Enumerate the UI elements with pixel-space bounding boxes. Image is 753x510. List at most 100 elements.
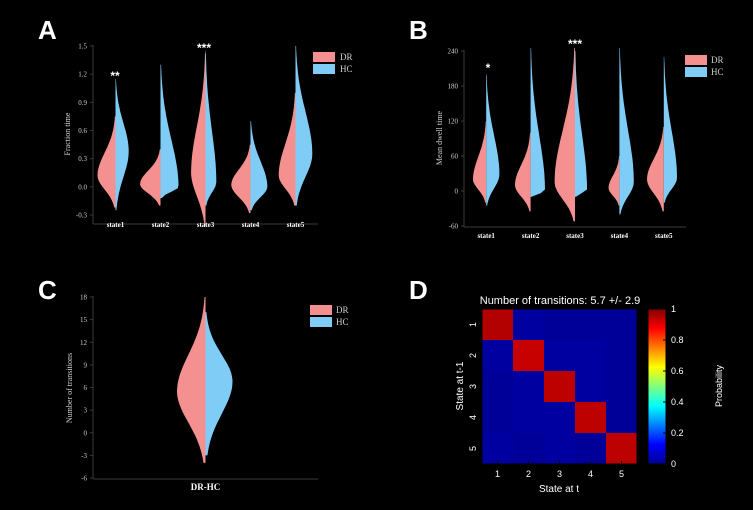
panelB-ytick-label: 180: [448, 83, 459, 91]
heatmap-ytick-label: 1: [468, 322, 478, 327]
violin-hc-state3: [575, 51, 587, 197]
heatmap-cell-r4-c2: [513, 402, 545, 434]
panelB-xtick-label: state2: [522, 232, 540, 240]
heatmap-cell-r2-c1: [482, 340, 514, 372]
heatmap-xtick-label: 2: [526, 469, 531, 479]
violin-dr-state3: [191, 53, 206, 227]
violin-dr-state3: [554, 48, 575, 222]
heatmap-cell-r4-c4: [575, 402, 607, 434]
violin-hc-state4: [619, 48, 634, 215]
panelB-ytick-label: 240: [448, 48, 459, 56]
panel-d-ylabel: State at t-1: [455, 361, 466, 410]
panelA-significance-marker: ***: [197, 41, 211, 55]
panel-d-xlabel: State at t: [539, 484, 579, 495]
panel-c-legend-dr-label: DR: [336, 305, 349, 315]
violin-hc-state3: [205, 50, 217, 206]
panelA-ytick-label: 0.6: [78, 127, 87, 135]
heatmap-cell-r4-c3: [544, 402, 576, 434]
panelC-ytick-label: 0: [84, 429, 88, 437]
heatmap-cell-r4-c5: [606, 402, 638, 434]
panel-d-heatmap: Number of transitions: 5.7 +/- 2.9 1 2 3 4 5…: [455, 295, 724, 495]
panel-b-legend-hc-swatch: [685, 67, 707, 77]
heatmap-ytick-label: 2: [468, 353, 478, 358]
violin-dr-state2: [515, 132, 531, 212]
panel-a-legend-dr-swatch: [313, 52, 335, 62]
violin-hc-dr-hc: [205, 312, 233, 456]
heatmap-cell-r1-c5: [606, 309, 638, 341]
heatmap-cell-r4-c1: [482, 402, 514, 434]
panelB-xtick-label: state3: [566, 232, 584, 240]
panelC-xtick-label: DR-HC: [191, 482, 221, 492]
panel-label-c: C: [38, 275, 57, 305]
heatmap-cell-r5-c5: [606, 433, 638, 465]
panelB-xtick-label: state4: [611, 232, 629, 240]
panel-label-d: D: [409, 275, 428, 305]
panel-d-colorbar: [647, 308, 667, 465]
panelC-ytick-label: 15: [80, 316, 88, 324]
heatmap-cell-r2-c4: [575, 340, 607, 372]
violin-dr-state5: [278, 92, 296, 206]
panelA-ytick-label: 1.2: [78, 71, 87, 79]
violin-dr-dr-hc: [177, 297, 206, 463]
panel-c-ylabel: Number of transitions: [65, 353, 74, 423]
panelB-ytick-label: 60: [451, 153, 459, 161]
heatmap-cell-r3-c4: [575, 371, 607, 403]
panel-a-legend-hc-swatch: [313, 64, 335, 74]
heatmap-cell-r3-c2: [513, 371, 545, 403]
violin-dr-state4: [608, 156, 620, 206]
panel-a-ylabel: Fraction time: [63, 112, 72, 155]
heatmap-cell-r3-c3: [544, 371, 576, 403]
panel-c-violin-chart: Number of transitions 18 15 12 9 6 3 0 -3 -6 DR-…: [65, 294, 349, 493]
heatmap-ytick-label: 3: [468, 384, 478, 389]
colorbar-tick-label: 0.6: [671, 366, 684, 376]
heatmap-cell-r5-c1: [482, 433, 514, 465]
violin-dr-state4: [231, 144, 251, 214]
panel-label-b: B: [409, 15, 428, 45]
panelA-ytick-label: 0.0: [78, 183, 87, 191]
panelA-xtick-label: state2: [152, 221, 170, 229]
panelB-ytick-label: 0: [455, 188, 459, 196]
panelB-significance-marker: *: [486, 61, 491, 75]
violin-dr-state2: [140, 149, 161, 206]
panelC-ytick-label: -3: [81, 452, 87, 460]
panelA-ytick-label: -0.3: [76, 212, 88, 220]
heatmap-cell-r5-c2: [513, 433, 545, 465]
panelA-xtick-label: state5: [287, 221, 305, 229]
panel-c-legend-hc-swatch: [310, 317, 332, 327]
violin-hc-state1: [486, 74, 500, 206]
panelC-ytick-label: 18: [80, 294, 88, 302]
panel-a-violin-chart: Fraction time 1.5 1.2 0.9 0.6 0.3 0.0 -0.3 sta…: [63, 41, 353, 229]
panel-label-a: A: [38, 15, 57, 45]
violin-hc-state4: [250, 121, 268, 211]
heatmap-xtick-label: 1: [495, 469, 500, 479]
heatmap-xtick-label: 3: [557, 469, 562, 479]
panel-a-legend-dr-label: DR: [340, 52, 353, 62]
heatmap-xtick-label: 4: [588, 469, 593, 479]
heatmap-ytick-label: 4: [468, 415, 478, 420]
colorbar-tick-label: 0.4: [671, 397, 684, 407]
panelA-ytick-label: 0.3: [78, 155, 87, 163]
panelB-ytick-label: -60: [449, 223, 459, 231]
panelA-ytick-label: 1.5: [78, 43, 87, 51]
panel-b-legend-hc-label: HC: [711, 67, 724, 77]
heatmap-cell-r5-c3: [544, 433, 576, 465]
panelB-ytick-label: 120: [448, 118, 459, 126]
heatmap-ytick-label: 5: [468, 446, 478, 451]
panel-b-legend-dr-label: DR: [711, 55, 724, 65]
heatmap-cell-r1-c3: [544, 309, 576, 341]
violin-dr-state1: [473, 121, 487, 203]
colorbar-tick-label: 0.8: [671, 335, 684, 345]
panelC-ytick-label: 9: [84, 361, 88, 369]
heatmap-cell-r3-c1: [482, 371, 514, 403]
panelA-ytick-label: 0.9: [78, 99, 87, 107]
panel-b-ylabel: Mean dwell time: [435, 110, 444, 165]
heatmap-cell-r1-c4: [575, 309, 607, 341]
panel-c-legend-dr-swatch: [310, 305, 332, 315]
panelA-xtick-label: state1: [107, 221, 125, 229]
heatmap-cell-r2-c3: [544, 340, 576, 372]
panelA-xtick-label: state4: [242, 221, 260, 229]
colorbar-tick-label: 1: [671, 304, 676, 314]
panelC-ytick-label: 12: [80, 339, 88, 347]
panel-b-legend-dr-swatch: [685, 55, 707, 65]
